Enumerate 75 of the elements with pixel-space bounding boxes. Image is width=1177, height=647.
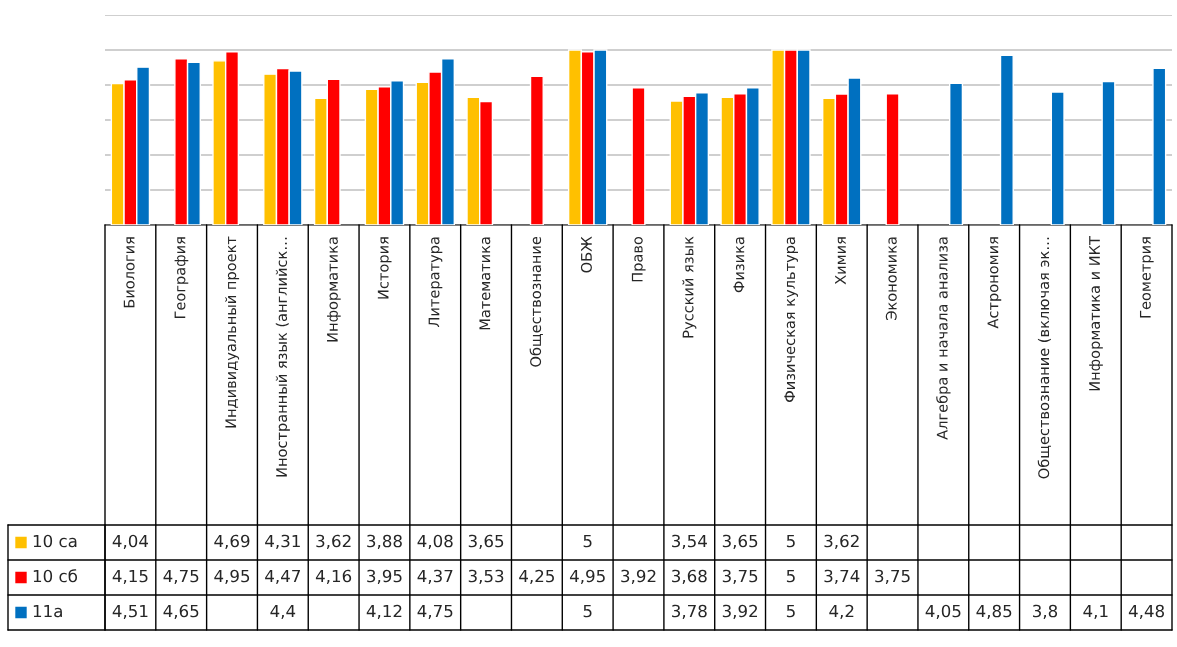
- legend-label: 10 сб: [33, 569, 78, 583]
- data-label: 4,48: [1128, 604, 1165, 620]
- x-tick-label: Право: [631, 236, 646, 282]
- data-label: 4,2: [829, 604, 854, 620]
- bar: [1152, 67, 1167, 225]
- bar: [999, 54, 1014, 225]
- data-label: 4,37: [417, 569, 453, 585]
- x-tick-label: Геометрия: [1139, 237, 1154, 318]
- data-label: 4,69: [214, 534, 250, 550]
- data-label: 3,65: [468, 534, 504, 550]
- data-label: 4,1: [1083, 604, 1108, 620]
- data-label: 5: [583, 604, 592, 618]
- x-tick-label: Иностранный язык (английск…: [275, 237, 290, 477]
- data-label: 3,78: [672, 604, 707, 620]
- bar: [885, 93, 900, 225]
- bar: [1101, 80, 1116, 225]
- data-label: 5: [786, 604, 795, 618]
- legend-label: 11а: [33, 604, 62, 618]
- data-label: 3,8: [1032, 604, 1058, 620]
- data-label: 4,85: [976, 604, 1012, 620]
- x-tick-label: ОБЖ: [580, 236, 592, 273]
- data-label: 4,47: [265, 569, 300, 585]
- x-tick-label: География: [174, 237, 189, 319]
- data-label: 3,65: [722, 534, 758, 550]
- x-tick-label: Астрономия: [987, 237, 1002, 329]
- data-label: 3,62: [824, 534, 859, 550]
- x-tick-label: Обществознание (включая эк…: [1037, 237, 1052, 479]
- data-label: 4,15: [112, 569, 148, 585]
- legend-label: 10 са: [33, 534, 77, 548]
- data-label: 4,4: [270, 604, 296, 620]
- data-label: 4,08: [417, 534, 453, 550]
- x-tick-label: Биология: [123, 237, 135, 308]
- bar: [631, 87, 646, 225]
- x-tick-label: Индивидуальный проект: [225, 236, 240, 428]
- x-tick-label: Обществознание: [529, 236, 543, 367]
- data-label: 4,75: [163, 569, 199, 585]
- x-tick-label: Информатика: [327, 237, 341, 342]
- x-tick-label: История: [377, 237, 392, 299]
- x-tick-label: Математика: [479, 237, 491, 330]
- x-tick-label: Литература: [428, 237, 443, 327]
- x-tick-label: Русский язык: [682, 236, 697, 338]
- data-label: 5: [583, 534, 592, 548]
- data-label: 5: [786, 569, 795, 583]
- data-label: 5: [786, 534, 795, 548]
- data-label: 3,53: [468, 569, 504, 585]
- data-label: 4,95: [569, 569, 605, 585]
- bar: [529, 75, 544, 225]
- x-tick-label: Физика: [733, 237, 745, 293]
- data-label: 3,95: [367, 569, 402, 585]
- x-tick-label: Физическая культура: [784, 237, 798, 402]
- x-tick-label: Химия: [835, 237, 846, 285]
- data-label: 4,04: [112, 534, 149, 550]
- data-label: 4,65: [163, 604, 199, 620]
- data-label: 3,92: [621, 569, 656, 585]
- data-label: 3,75: [722, 569, 758, 585]
- data-label: 3,74: [824, 569, 860, 585]
- data-label: 4,95: [214, 569, 250, 585]
- data-label: 4,25: [519, 569, 554, 585]
- bar: [1050, 91, 1065, 225]
- data-label: 4,12: [366, 604, 402, 620]
- data-label: 4,75: [417, 604, 453, 620]
- data-label: 3,92: [722, 604, 757, 620]
- data-label: 3,62: [316, 534, 351, 550]
- x-tick-label: Экономика: [885, 237, 897, 320]
- x-tick-label: Информатика и ИКТ: [1089, 236, 1103, 391]
- data-label: 3,88: [367, 534, 402, 550]
- data-label: 3,54: [672, 534, 707, 550]
- data-label: 4,05: [925, 604, 961, 620]
- data-label: 4,31: [265, 534, 300, 550]
- data-label: 4,51: [112, 604, 148, 620]
- data-label: 3,68: [672, 569, 707, 585]
- data-label: 3,75: [875, 569, 910, 585]
- data-label: 4,16: [315, 569, 352, 585]
- bar: [949, 82, 964, 225]
- x-tick-label: Алгебра и начала анализа: [936, 237, 951, 440]
